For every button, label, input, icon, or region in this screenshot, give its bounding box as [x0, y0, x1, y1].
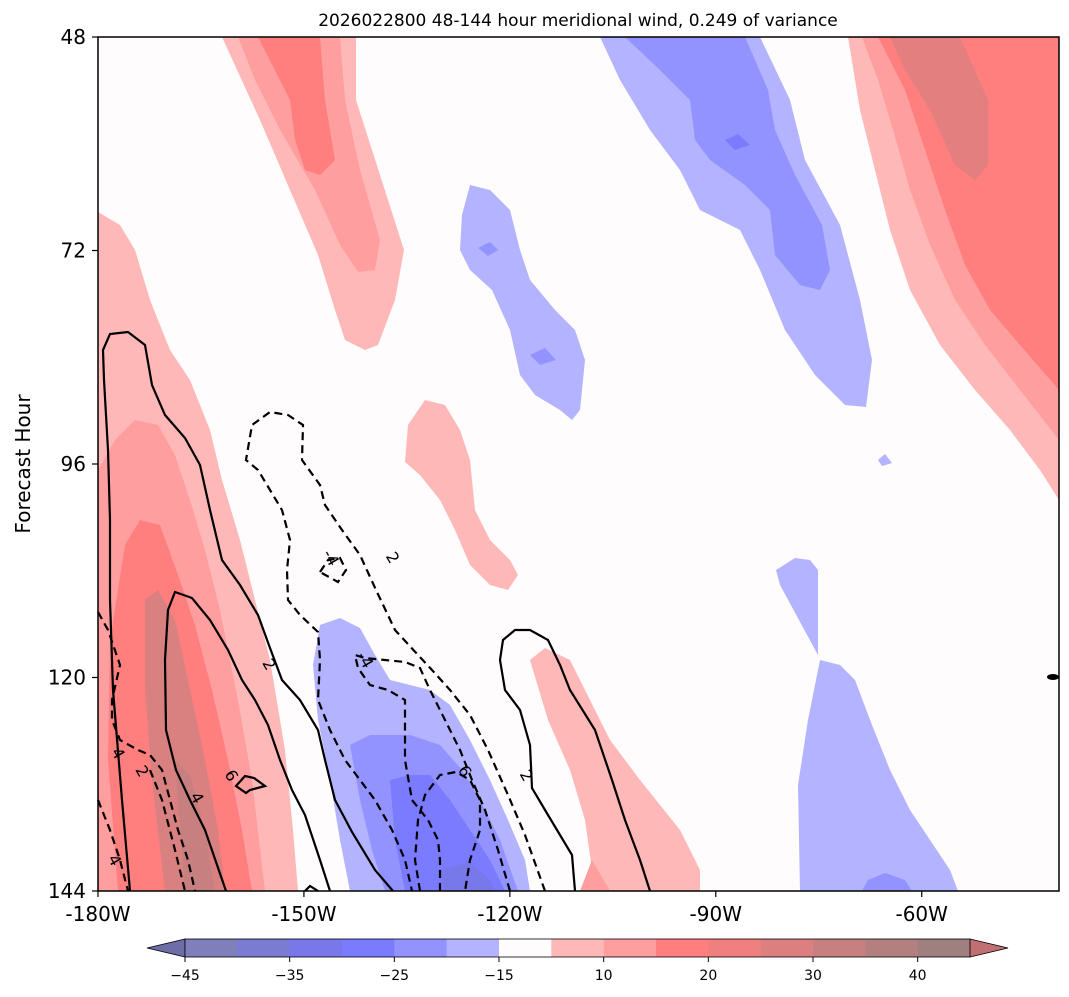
colorbar-frame: [184, 938, 971, 958]
y-tick-label: 96: [61, 452, 86, 476]
negative-anomaly-band-top: [460, 37, 892, 466]
negative-anomaly-band-right: [776, 558, 958, 891]
colorbar-tick-label: −15: [484, 968, 514, 984]
colorbar: −45 −35 −25 −15 10 20 30 40: [146, 938, 1009, 984]
contour-negative-inner: [353, 653, 512, 892]
contour-positive-left-inner: [163, 590, 332, 892]
contour-negative-left-a: [97, 611, 197, 892]
colorbar-segment: [342, 939, 395, 957]
contour-six-loop: [234, 774, 268, 795]
colorbar-segment: [865, 939, 919, 957]
colorbar-over-triangle: [969, 938, 1009, 958]
colorbar-segment: [656, 939, 709, 957]
colorbar-tick-label: 20: [699, 968, 717, 984]
chart-title: 2026022800 48-144 hour meridional wind, …: [318, 11, 838, 31]
positive-anomaly-band-left: [98, 212, 298, 891]
colorbar-tick-label: −25: [380, 968, 410, 984]
colorbar-segment: [394, 939, 448, 957]
colorbar-tick-label: 10: [595, 968, 613, 984]
y-tick-label: 48: [61, 25, 86, 49]
colorbar-tick-label: −45: [170, 968, 200, 984]
y-axis-label: Forecast Hour: [11, 394, 35, 534]
colorbar-segment: [446, 939, 500, 957]
contour-negative-left-c: [148, 769, 187, 892]
filled-contours: [98, 37, 1059, 891]
colorbar-segment: [551, 939, 605, 957]
negative-anomaly-band-bottom: [313, 618, 530, 891]
right-edge-marker: [1047, 674, 1059, 680]
contour-negative-big: [244, 410, 547, 892]
x-tick-label: -150W: [271, 902, 336, 926]
colorbar-segment: [499, 939, 552, 957]
y-tick-label: 72: [61, 239, 86, 263]
positive-anomaly-band-center: [405, 400, 700, 891]
colorbar-segment: [917, 939, 971, 957]
contour-negative-small: [318, 556, 348, 584]
colorbar-segment: [708, 939, 762, 957]
contour-negative-six: [413, 770, 482, 892]
y-tick-label: 120: [48, 666, 86, 690]
y-axis: 48 72 96 120 144: [48, 25, 98, 903]
colorbar-segment: [289, 939, 343, 957]
line-contours-dashed: [96, 410, 547, 892]
contour-negative-left-b: [96, 799, 130, 892]
positive-anomaly-band-top: [222, 37, 404, 350]
y-tick-label: 144: [48, 879, 86, 903]
positive-anomaly-band-right: [848, 37, 1059, 500]
colorbar-segment: [603, 939, 657, 957]
colorbar-tick-label: 40: [909, 968, 927, 984]
colorbar-tick-label: −35: [275, 968, 305, 984]
colorbar-segment: [185, 939, 238, 957]
colorbar-segment: [760, 939, 814, 957]
colorbar-segment: [813, 939, 866, 957]
x-tick-label: -90W: [690, 902, 743, 926]
x-axis: -180W -150W -120W -90W -60W: [65, 891, 948, 926]
x-tick-label: -60W: [895, 902, 948, 926]
colorbar-tick-label: 30: [804, 968, 822, 984]
colorbar-segment: [237, 939, 291, 957]
x-tick-label: -120W: [477, 902, 542, 926]
contour-positive-left-outer: [101, 330, 394, 892]
contour-positive-center: [498, 628, 652, 892]
x-tick-label: -180W: [65, 902, 130, 926]
line-contours: [101, 330, 652, 892]
contour-bottom-stub: [304, 884, 319, 892]
colorbar-under-triangle: [146, 938, 186, 958]
